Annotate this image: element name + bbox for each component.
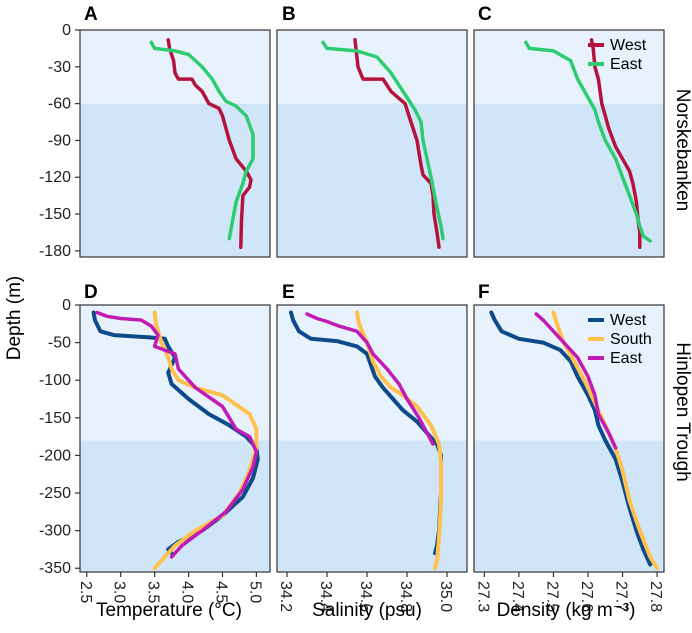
- x-tick-label-d: 3.0: [111, 581, 128, 603]
- panel-letter-f: F: [478, 282, 490, 303]
- legend-label-f-west: West: [610, 312, 647, 329]
- panel-a: 0 -30 -60 -90 -120 -150 -180: [39, 22, 271, 260]
- y-tick-label-d: 0: [62, 297, 71, 314]
- y-tick-label-d: -50: [48, 335, 71, 352]
- y-tick-label-a: 0: [62, 22, 71, 39]
- x-tick-label-f: 27.5: [544, 581, 561, 612]
- x-axis-title-salinity: Salinity (psu): [312, 600, 422, 621]
- x-tick-label-f: 27.8: [647, 581, 664, 612]
- x-tick-label-e: 34.8: [397, 581, 414, 612]
- x-tick-label-d: 5.0: [246, 581, 263, 603]
- panel-letter-d: D: [84, 282, 98, 303]
- plot-bg-upper-b: [277, 30, 467, 104]
- y-tick-label-d: -300: [39, 523, 71, 540]
- series-line-f-west: [489, 310, 653, 567]
- x-tick-label-f: 27.4: [509, 581, 526, 612]
- panel-letter-e: E: [282, 282, 295, 303]
- y-tick-label-d: -200: [39, 447, 71, 464]
- row-label-norskebanken: Norskebanken: [672, 89, 692, 212]
- y-tick-label-d: -250: [39, 485, 71, 502]
- panel-letter-b: B: [282, 4, 296, 25]
- series-line-f-east: [534, 312, 618, 450]
- x-tick-label-d: 2.5: [77, 581, 94, 603]
- legend-label-c-east: East: [610, 56, 643, 73]
- plot-frame-a: [79, 29, 271, 258]
- panel-e: 34.2 34.4 34.6 34.8 35.0: [276, 304, 468, 612]
- plot-bg-lower-a: [80, 103, 270, 258]
- panel-letter-a: A: [84, 4, 98, 25]
- y-tick-label-a: -30: [48, 59, 71, 76]
- series-line-c-east: [524, 40, 652, 243]
- y-tick-label-d: -150: [39, 410, 71, 427]
- plot-frame-d: [79, 304, 271, 573]
- y-tick-label-a: -180: [39, 243, 71, 260]
- y-tick-label-d: -100: [39, 372, 71, 389]
- y-axis-title: Depth (m): [4, 276, 25, 360]
- x-axis-title-density: Density (kg m⁻³): [497, 600, 636, 621]
- panel-d: 0 -50 -100 -150 -200 -250 -300 -350 2.5 3.0 3.5 4.0…: [39, 297, 271, 603]
- panel-f: 27.3 27.4 27.5 27.6 27.7 27.8 West South East: [473, 304, 665, 612]
- x-axis-title-temperature: Temperature (°C): [96, 600, 242, 621]
- x-tick-label-d: 3.5: [145, 581, 162, 603]
- x-tick-label-f: 27.6: [578, 581, 595, 612]
- series-line-c-west: [589, 38, 642, 249]
- row-label-hinlopen-trough: Hinlopen Trough: [672, 342, 692, 481]
- plot-bg-upper-f: [474, 305, 664, 441]
- panel-b: [276, 29, 468, 258]
- plot-bg-upper-c: [474, 30, 664, 104]
- legend-label-f-east: East: [610, 350, 643, 367]
- legend-label-f-south: South: [610, 331, 652, 348]
- y-tick-label-d: -350: [39, 560, 71, 577]
- x-tick-label-f: 27.3: [474, 581, 491, 612]
- x-tick-label-e: 34.4: [317, 581, 334, 612]
- plot-frame-f: [473, 304, 665, 573]
- panel-letter-c: C: [478, 4, 492, 25]
- legend-label-c-west: West: [610, 37, 647, 54]
- plot-bg-lower-f: [474, 440, 664, 572]
- series-line-a-east: [149, 40, 255, 241]
- x-tick-label-e: 35.0: [437, 581, 454, 612]
- y-tick-label-a: -150: [39, 206, 71, 223]
- series-line-d-east: [95, 310, 259, 559]
- y-tick-label-a: -90: [48, 132, 71, 149]
- panel-c: West East: [473, 29, 665, 258]
- plot-frame-c: [473, 29, 665, 258]
- plot-bg-lower-c: [474, 103, 664, 258]
- plot-frame-e: [276, 304, 468, 573]
- series-line-b-west: [353, 38, 441, 249]
- x-tick-label-d: 4.0: [179, 581, 196, 603]
- y-tick-label-a: -120: [39, 169, 71, 186]
- series-line-d-south: [152, 310, 259, 571]
- plot-frame-b: [276, 29, 468, 258]
- series-line-a-west: [166, 38, 253, 249]
- series-line-b-east: [321, 40, 445, 241]
- x-tick-label-e: 34.6: [357, 581, 374, 612]
- series-line-e-east: [305, 312, 435, 446]
- y-tick-label-a: -60: [48, 96, 71, 113]
- x-tick-label-e: 34.2: [277, 581, 294, 612]
- plot-bg-lower-d: [80, 440, 270, 572]
- x-tick-label-f: 27.7: [613, 581, 630, 612]
- x-tick-label-d: 4.5: [213, 581, 230, 603]
